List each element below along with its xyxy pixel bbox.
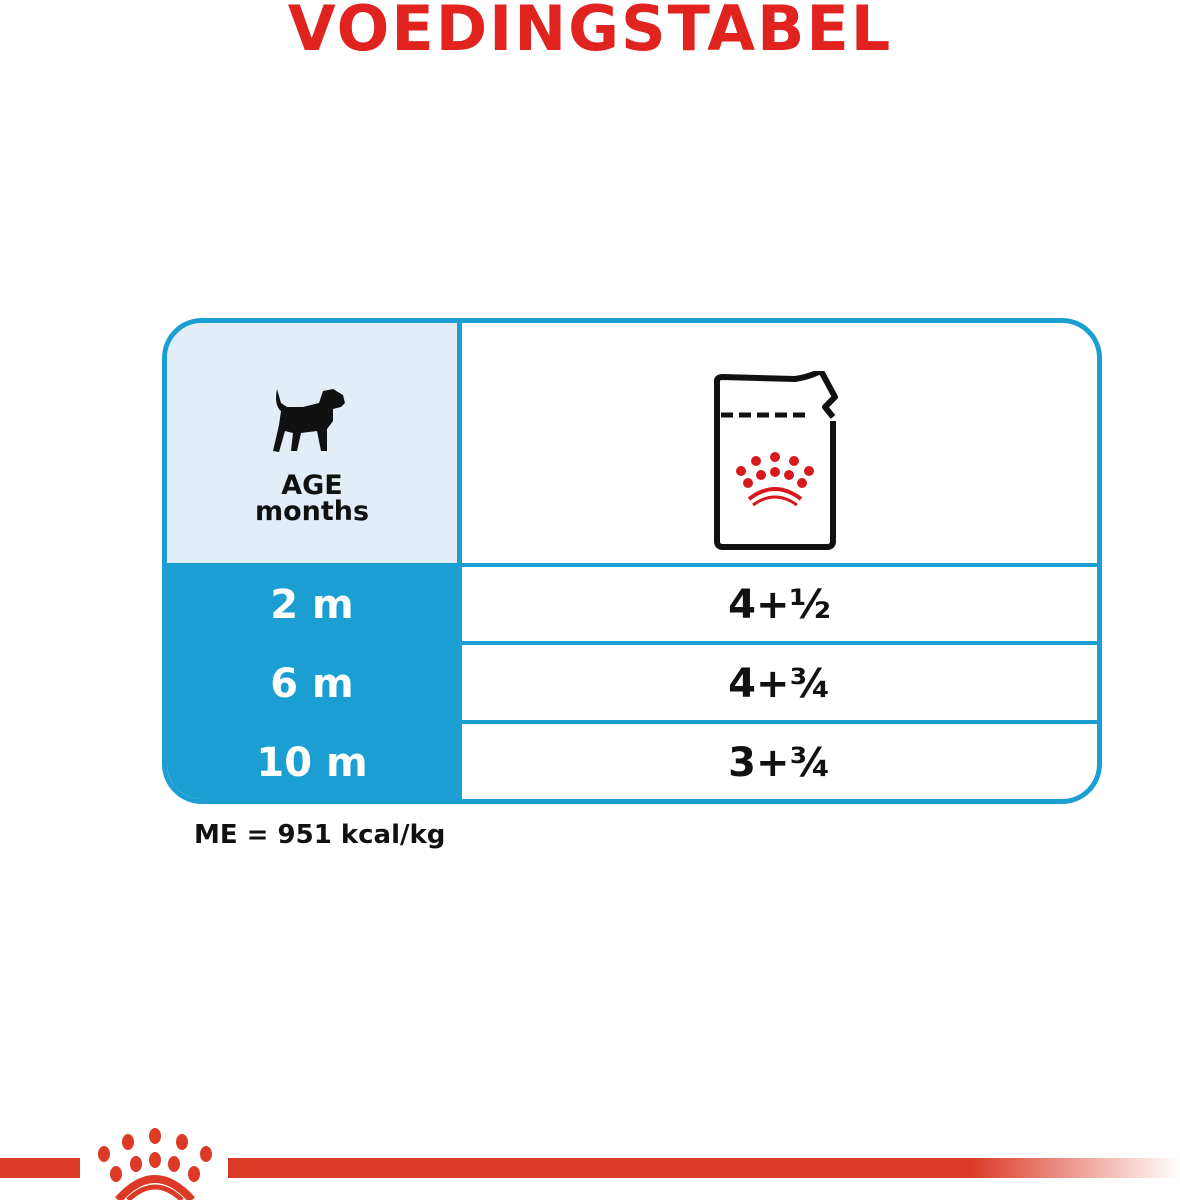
age-cell: 6 m (270, 661, 354, 707)
puppy-icon (273, 389, 345, 452)
age-cell: 2 m (270, 582, 354, 628)
age-label: AGE months (167, 470, 457, 527)
row-divider (462, 720, 1097, 724)
footer-bar-right (228, 1158, 1180, 1178)
table-row: 2 m 4+½ (167, 566, 1097, 644)
age-column (167, 565, 457, 799)
energy-footnote: ME = 951 kcal/kg (194, 820, 446, 850)
amount-cell: 4+½ (728, 582, 831, 628)
table-row: 6 m 4+¾ (167, 645, 1097, 723)
amount-cell: 3+¾ (728, 740, 831, 786)
feeding-table: AGE months 2 m 4+½ 6 m 4+¾ 10 m 3+¾ (162, 318, 1102, 804)
column-divider (457, 323, 462, 799)
page-title: VOEDINGSTABEL (287, 0, 893, 65)
age-label-line1: AGE (281, 470, 343, 501)
age-header-cell: AGE months (167, 323, 457, 565)
row-divider (462, 641, 1097, 645)
row-divider (167, 563, 1097, 567)
age-cell: 10 m (256, 740, 368, 786)
table-row: 10 m 3+¾ (167, 724, 1097, 799)
pouch-icon (714, 371, 838, 550)
age-label-line2: months (254, 496, 370, 527)
royal-canin-crown-logo (98, 1128, 212, 1200)
footer-bar-left (0, 1158, 80, 1178)
amount-cell: 4+¾ (728, 661, 831, 707)
